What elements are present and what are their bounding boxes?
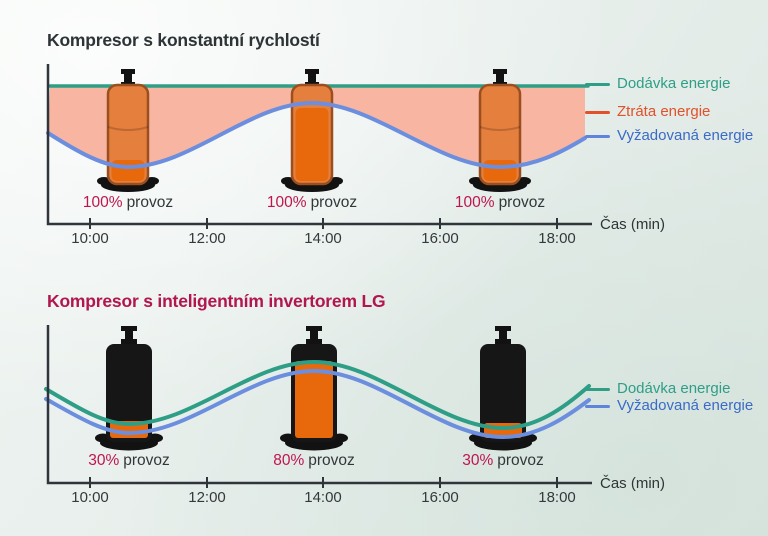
required-line-swatch-icon	[585, 134, 610, 138]
compressor-load-label: 100% provoz	[267, 194, 357, 212]
load-percent: 30%	[462, 452, 494, 469]
legend-item-supply: Dodávka energie	[585, 381, 730, 397]
load-percent: 100%	[82, 194, 123, 211]
load-word: provoz	[126, 194, 174, 211]
x-tick-label: 16:00	[421, 230, 459, 247]
compressor-load-label: 30% provoz	[462, 452, 544, 470]
x-tick-label: 18:00	[538, 230, 576, 247]
x-tick-label: 14:00	[304, 489, 342, 506]
legend-item-required: Vyžadovaná energie	[585, 398, 753, 414]
loss-line-swatch-icon	[585, 110, 610, 114]
top-axis-ticks	[89, 218, 558, 229]
compressor-load-label: 100% provoz	[455, 194, 545, 212]
required-energy-line	[46, 100, 587, 170]
x-tick-label: 16:00	[421, 489, 459, 506]
compressor-icon	[95, 326, 163, 451]
x-tick-label: 12:00	[188, 230, 226, 247]
load-word: provoz	[310, 194, 358, 211]
bottom-chart-title: Kompresor s inteligentním invertorem LG	[47, 291, 386, 311]
bottom-axes	[46, 325, 592, 485]
load-percent: 80%	[273, 452, 305, 469]
legend-label: Dodávka energie	[617, 380, 731, 397]
legend-item-supply: Dodávka energie	[585, 76, 730, 92]
top-chart-title: Kompresor s konstantní rychlostí	[47, 30, 320, 50]
supply-line-swatch-icon	[585, 82, 610, 86]
load-word: provoz	[123, 452, 170, 469]
legend-label: Vyžadovaná energie	[617, 397, 754, 414]
required-energy-line	[44, 368, 591, 440]
top-axes	[46, 64, 592, 226]
compressor-load-label: 80% provoz	[273, 452, 355, 470]
compressor-icon	[281, 69, 343, 192]
compressor-load-label: 100% provoz	[83, 194, 173, 212]
legend-item-required: Vyžadovaná energie	[585, 128, 753, 144]
compressor-load-label: 30% provoz	[88, 452, 170, 470]
supply-line-swatch-icon	[585, 387, 610, 391]
energy-loss-area	[48, 87, 585, 167]
load-percent: 100%	[266, 194, 307, 211]
x-tick-label: 12:00	[188, 489, 226, 506]
required-line-swatch-icon	[585, 404, 610, 408]
compressor-icon	[280, 326, 348, 451]
compressor-icon	[469, 69, 531, 192]
load-word: provoz	[498, 194, 546, 211]
bottom-axis-ticks	[89, 477, 558, 488]
x-axis-title: Čas (min)	[600, 475, 666, 492]
x-tick-label: 10:00	[71, 230, 109, 247]
x-tick-label: 10:00	[71, 489, 109, 506]
legend-label: Ztráta energie	[617, 103, 711, 120]
x-tick-label: 18:00	[538, 489, 576, 506]
top-chart-graphics	[46, 64, 592, 229]
load-percent: 30%	[88, 452, 120, 469]
legend-item-loss: Ztráta energie	[585, 104, 710, 120]
x-axis-title: Čas (min)	[600, 216, 666, 233]
load-word: provoz	[308, 452, 355, 469]
bottom-chart-graphics	[44, 325, 592, 488]
load-word: provoz	[497, 452, 544, 469]
legend-label: Dodávka energie	[617, 75, 731, 92]
x-tick-label: 14:00	[304, 230, 342, 247]
supply-line	[44, 359, 591, 431]
legend-label: Vyžadovaná energie	[617, 127, 754, 144]
load-percent: 100%	[454, 194, 495, 211]
